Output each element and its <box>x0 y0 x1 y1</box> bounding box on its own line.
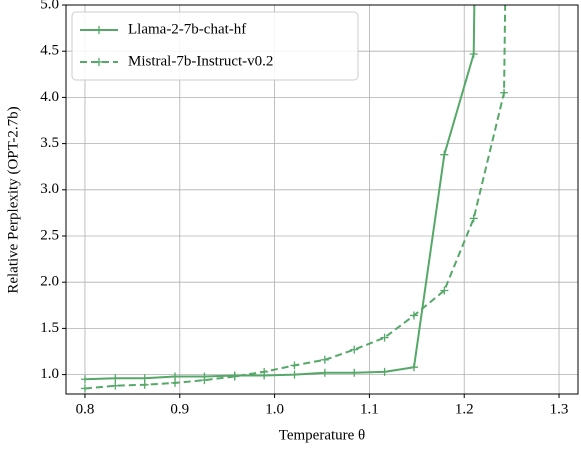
point-marker <box>380 333 389 342</box>
legend-marker <box>95 58 103 66</box>
y-tick-label: 4.5 <box>40 43 59 59</box>
y-tick-label: 1.5 <box>40 320 59 336</box>
point-marker <box>440 286 449 295</box>
point-marker <box>409 363 418 372</box>
point-marker <box>380 367 389 376</box>
point-marker <box>111 374 120 383</box>
x-tick-label: 0.9 <box>170 401 189 417</box>
legend-label: Mistral-7b-Instruct-v0.2 <box>128 53 273 69</box>
y-tick-label: 1.0 <box>40 366 59 382</box>
point-marker <box>469 49 478 58</box>
axes-frame <box>65 4 579 395</box>
point-marker <box>290 370 299 379</box>
y-tick-label: 5.0 <box>40 0 59 12</box>
point-marker <box>200 376 209 385</box>
point-marker <box>440 150 449 159</box>
y-axis-label: Relative Perplexity (OPT-2.7b) <box>5 106 21 293</box>
legend-marker <box>95 26 103 34</box>
point-marker <box>350 345 359 354</box>
x-tick-label: 0.8 <box>76 401 95 417</box>
point-marker <box>80 384 89 393</box>
point-marker <box>320 368 329 377</box>
point-marker <box>350 368 359 377</box>
x-axis-label: Temperature θ <box>279 427 366 443</box>
y-tick-label: 3.5 <box>40 135 59 151</box>
point-marker <box>469 214 478 223</box>
x-tick-label: 1.0 <box>265 401 284 417</box>
x-tick-label: 1.1 <box>360 401 379 417</box>
ticks: 0.8 0.9 1.0 1.1 1.2 1.3 1.0 1.5 2.0 2.5 3.0 3.5 4.0 4… <box>40 0 568 417</box>
x-tick-label: 1.2 <box>455 401 474 417</box>
point-marker <box>80 375 89 384</box>
series-line <box>84 5 507 390</box>
point-marker <box>140 380 149 389</box>
point-marker <box>111 381 120 390</box>
point-marker <box>290 361 299 370</box>
point-marker <box>171 378 180 387</box>
y-tick-label: 2.0 <box>40 274 59 290</box>
y-tick-label: 4.0 <box>40 89 59 105</box>
point-marker <box>230 372 239 381</box>
y-tick-label: 3.0 <box>40 181 59 197</box>
y-tick-label: 2.5 <box>40 227 59 243</box>
point-marker <box>320 355 329 364</box>
point-marker <box>500 88 509 97</box>
x-tick-label: 1.3 <box>550 401 569 417</box>
legend: Llama-2-7b-chat-hf Mistral-7b-Instruct-v0… <box>71 11 359 81</box>
point-marker <box>260 367 269 376</box>
legend-box <box>71 11 359 81</box>
plot-area <box>80 5 509 393</box>
point-marker <box>409 311 418 320</box>
legend-label: Llama-2-7b-chat-hf <box>128 21 246 37</box>
